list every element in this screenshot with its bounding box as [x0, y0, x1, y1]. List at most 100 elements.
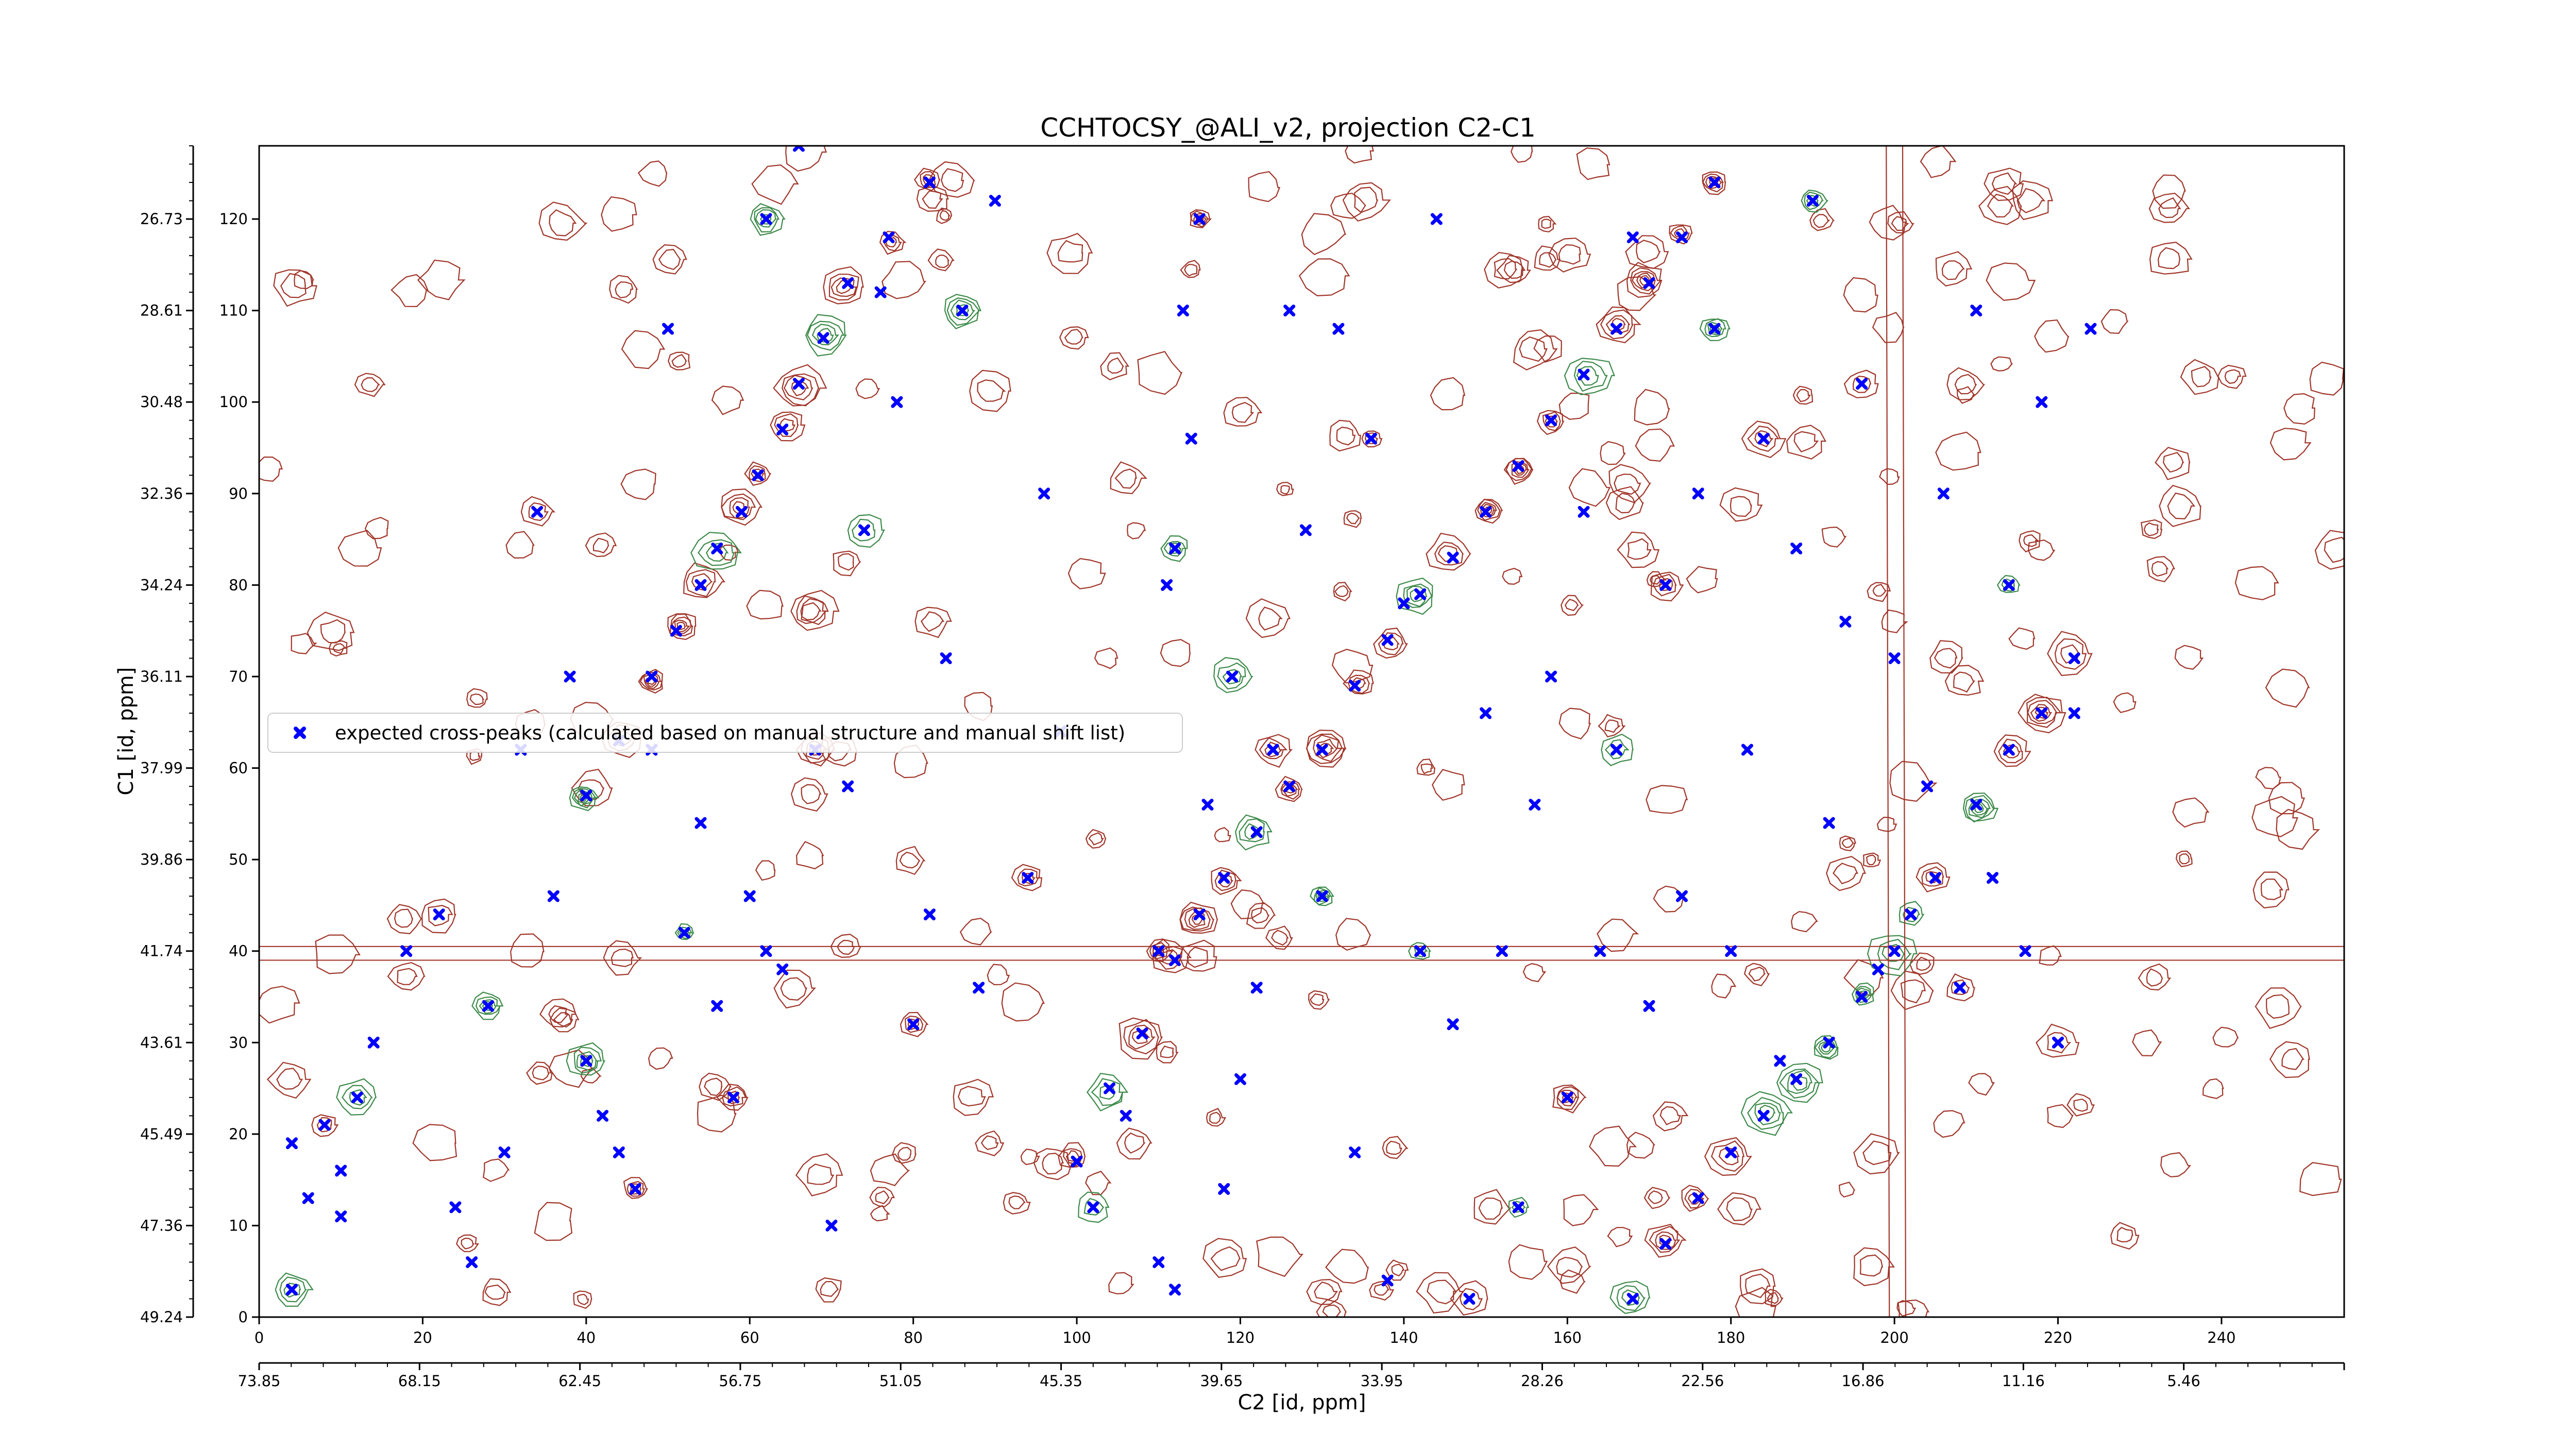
positive-peak-contour: [2054, 638, 2087, 670]
x-ppm-tick-label: 28.26: [1521, 1372, 1564, 1390]
negative-peak-contour: [580, 1055, 594, 1067]
noise-contour: [1335, 918, 1371, 951]
x-index-tick-label: 180: [1717, 1329, 1745, 1346]
noise-contour: [773, 969, 816, 1009]
negative-peak-contour: [1213, 657, 1253, 694]
noise-contour: [2269, 1041, 2310, 1079]
cross-peak-point: [1872, 963, 1884, 975]
cross-peak-point: [580, 1055, 592, 1067]
positive-peak-contour: [831, 277, 857, 297]
positive-peak-contour: [1131, 1030, 1150, 1044]
negative-peak-contour: [1160, 535, 1188, 562]
cross-peak-point: [842, 780, 854, 793]
noise-contour: [1614, 474, 1641, 495]
negative-peak-contour: [471, 991, 504, 1020]
cross-peak-point: [449, 1201, 462, 1214]
cross-peak-point: [1856, 378, 1868, 390]
noise-contour: [1210, 1246, 1241, 1271]
negative-peak-contour: [805, 314, 847, 357]
positive-peak-contour: [520, 496, 556, 527]
cross-peak-point: [1611, 323, 1623, 335]
noise-contour: [1990, 356, 2013, 372]
noise-contour: [328, 640, 348, 657]
contour-layer: [259, 146, 2344, 1317]
noise-contour: [1909, 952, 1935, 975]
noise-contour: [1271, 930, 1289, 946]
cross-peak-point: [1823, 1036, 1835, 1049]
negative-peak-contour: [944, 294, 982, 330]
noise-contour: [1231, 402, 1255, 423]
noise-contour: [1137, 351, 1183, 395]
negative-peak-contour: [1851, 982, 1874, 1006]
x-index-tick-label: 60: [740, 1329, 759, 1346]
positive-peak-contour: [1600, 309, 1634, 340]
cross-peak-point: [1725, 945, 1737, 957]
negative-peak-contour: [1740, 1091, 1793, 1136]
noise-contour: [1872, 312, 1905, 343]
negative-peak-contour: [479, 999, 497, 1014]
positive-peak-contour: [1702, 171, 1726, 195]
noise-contour: [2260, 878, 2284, 900]
noise-contour: [1853, 1133, 1900, 1175]
cross-peak-point: [1512, 460, 1524, 473]
noise-contour: [484, 1284, 506, 1300]
noise-contour: [1809, 208, 1835, 231]
noise-contour: [927, 248, 955, 272]
noise-contour: [882, 261, 926, 299]
noise-contour: [1258, 606, 1283, 631]
noise-contour: [482, 1278, 512, 1306]
noise-contour: [892, 1142, 917, 1164]
noise-contour: [820, 1280, 839, 1297]
positive-peak-contour: [1503, 458, 1534, 485]
noise-contour: [1744, 1273, 1771, 1299]
noise-contour: [1866, 854, 1877, 866]
noise-contour: [1686, 566, 1718, 594]
cross-peak-point: [1071, 1155, 1083, 1168]
noise-contour: [2110, 1222, 2140, 1250]
noise-contour: [571, 768, 613, 806]
positive-peak-contour: [770, 411, 806, 442]
x-ppm-tick-label: 62.45: [558, 1372, 601, 1390]
negative-peak-contour: [1099, 1085, 1116, 1100]
positive-peak-contour: [1545, 415, 1558, 428]
cross-peak-point: [817, 332, 829, 344]
positive-peak-contour: [1219, 874, 1234, 888]
negative-peak-contour: [1814, 1038, 1838, 1058]
noise-contour: [939, 210, 951, 221]
noise-contour: [620, 468, 656, 500]
cross-peak-point: [923, 176, 936, 189]
cross-peak-point: [285, 1137, 298, 1150]
positive-peak-contour: [1434, 541, 1464, 566]
y-ppm-tick-label: 49.24: [140, 1308, 183, 1326]
noise-contour: [539, 998, 577, 1028]
negative-peak-contour: [1601, 733, 1634, 766]
y-ppm-tick-label: 41.74: [140, 942, 183, 960]
noise-contour: [455, 1234, 480, 1253]
cross-peak-point: [1480, 506, 1492, 518]
cross-peak-point: [1022, 872, 1034, 884]
cross-peak-point: [1725, 1146, 1737, 1158]
cross-peak-point: [2068, 652, 2080, 664]
noise-contour: [800, 602, 822, 620]
noise-contour: [790, 589, 840, 631]
positive-peak-contour: [2030, 703, 2053, 722]
negative-peak-contour: [851, 518, 876, 542]
noise-contour: [1853, 1247, 1895, 1286]
x-ppm-tick-label: 73.85: [238, 1372, 280, 1390]
cross-peak-point: [1659, 579, 1672, 591]
noise-contour: [1786, 425, 1826, 460]
negative-peak-contour: [1996, 575, 2021, 593]
noise-contour: [2174, 645, 2204, 670]
noise-contour: [958, 1086, 986, 1107]
cross-peak-point: [1349, 1146, 1361, 1158]
noise-contour: [652, 244, 687, 275]
cross-peak-point: [842, 277, 854, 289]
negative-peak-contour: [573, 1047, 602, 1074]
noise-contour: [1968, 1073, 1995, 1096]
cross-peak-point: [2036, 707, 2048, 719]
cross-peak-point: [433, 908, 445, 921]
noise-contour: [1209, 1111, 1222, 1124]
positive-peak-contour: [823, 266, 864, 305]
x-ppm-tick-label: 5.46: [2167, 1372, 2200, 1390]
plot-area-frame: [258, 145, 2345, 1318]
